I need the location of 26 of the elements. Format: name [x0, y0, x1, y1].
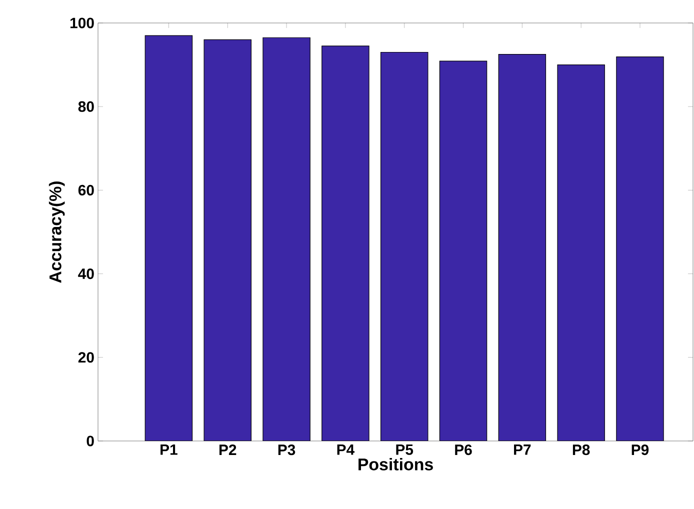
bar [262, 38, 310, 441]
bar [380, 52, 428, 441]
x-tick-label: P9 [632, 444, 649, 456]
x-tick-label: P8 [572, 444, 590, 456]
bar [204, 40, 252, 441]
bar [145, 36, 192, 441]
x-tick-label: P6 [455, 444, 472, 456]
bar [616, 56, 664, 441]
y-tick-label: 40 [78, 268, 94, 280]
x-tick-label: P4 [337, 444, 354, 455]
bar [440, 61, 487, 441]
x-tick-label: P7 [514, 444, 531, 455]
bar [498, 54, 546, 441]
x-tick-label: P1 [160, 444, 178, 455]
x-tick-label: P3 [278, 444, 296, 456]
y-tick-label: 60 [78, 184, 94, 196]
bar [558, 64, 605, 441]
y-axis-title: Accuracy(%) [48, 182, 65, 283]
y-tick-label: 100 [70, 18, 94, 28]
y-tick-label: 0 [86, 436, 94, 446]
x-axis-title: Positions [358, 458, 433, 470]
x-tick-label: P5 [396, 444, 414, 455]
x-tick-label: P2 [219, 444, 236, 455]
bar [322, 46, 369, 441]
y-tick-label: 20 [78, 352, 94, 363]
y-tick-label: 80 [78, 101, 94, 112]
